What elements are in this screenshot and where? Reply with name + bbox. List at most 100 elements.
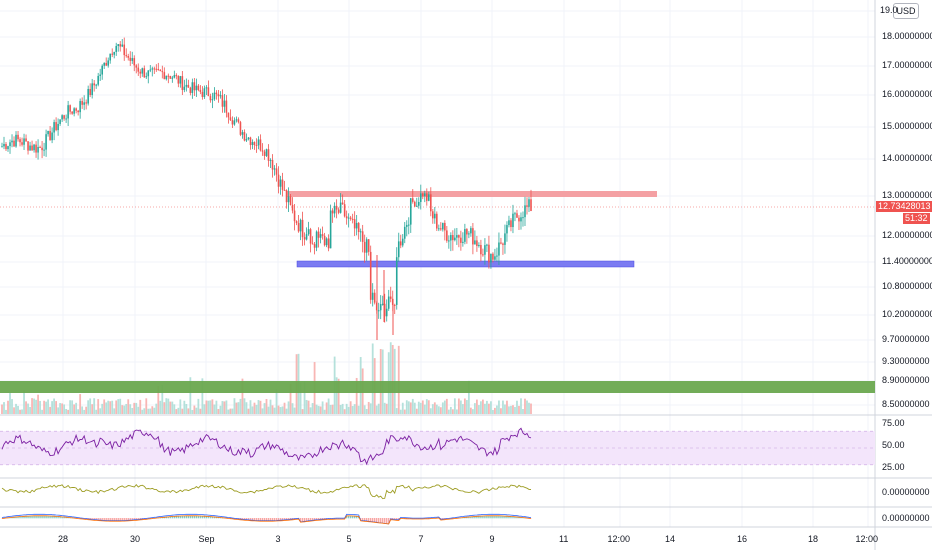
volume-bar bbox=[27, 403, 29, 414]
candle bbox=[249, 137, 252, 146]
volume-bar bbox=[437, 406, 440, 414]
volume-bar bbox=[87, 400, 90, 414]
candle bbox=[229, 117, 232, 121]
currency-button[interactable]: USD bbox=[893, 3, 919, 19]
candle bbox=[383, 303, 386, 317]
macd-bar bbox=[205, 516, 208, 519]
volume-bar bbox=[504, 404, 506, 414]
candle bbox=[87, 88, 89, 104]
candle bbox=[259, 139, 262, 151]
volume-bar bbox=[265, 399, 268, 414]
candle bbox=[99, 74, 101, 76]
rsi-tick-label: 50.00 bbox=[882, 440, 905, 450]
volume-bar bbox=[389, 342, 392, 414]
time-tick-label: 5 bbox=[346, 534, 352, 544]
candle bbox=[231, 120, 234, 125]
time-tick-label: 18 bbox=[808, 534, 819, 544]
candle bbox=[289, 196, 292, 205]
volume-bar bbox=[397, 345, 400, 414]
macd-bar bbox=[378, 518, 380, 523]
volume-bar bbox=[119, 398, 122, 414]
candle bbox=[5, 143, 7, 150]
macd-bar bbox=[506, 515, 508, 519]
volume-bar bbox=[17, 405, 19, 414]
volume-bar bbox=[435, 404, 438, 414]
volume-bar bbox=[299, 382, 302, 414]
volume-bar bbox=[403, 409, 406, 414]
macd-bar bbox=[45, 515, 47, 519]
volume-bar bbox=[327, 398, 330, 414]
macd-line bbox=[1, 513, 532, 525]
volume-bar bbox=[425, 399, 428, 414]
rsi-line bbox=[1, 427, 532, 466]
volume-bar bbox=[51, 401, 53, 414]
volume-bar bbox=[47, 399, 49, 414]
oscillator-tick-label: 0.00000000 bbox=[882, 487, 930, 497]
volume-bar bbox=[443, 400, 446, 414]
candle bbox=[23, 138, 25, 145]
candle bbox=[237, 119, 240, 123]
candle bbox=[492, 253, 494, 260]
candle bbox=[165, 75, 168, 80]
candle bbox=[482, 254, 484, 256]
volume-bar bbox=[161, 385, 164, 414]
volume-bar bbox=[453, 398, 456, 414]
macd-bar bbox=[251, 518, 254, 521]
candle bbox=[526, 205, 528, 207]
candle bbox=[245, 139, 248, 141]
volume-bar bbox=[345, 403, 348, 414]
candle bbox=[17, 134, 19, 140]
volume-bar bbox=[151, 406, 154, 414]
candle bbox=[444, 222, 446, 231]
countdown-label: 51:32 bbox=[903, 213, 930, 224]
volume-bar bbox=[19, 409, 21, 414]
macd-bar bbox=[269, 518, 272, 521]
candle bbox=[359, 231, 362, 233]
macd-bar bbox=[502, 515, 504, 519]
candle bbox=[159, 70, 162, 72]
current-price-label: 12.73428013 bbox=[876, 201, 932, 212]
macd-bar bbox=[189, 515, 192, 519]
candle bbox=[524, 205, 526, 218]
candle bbox=[251, 142, 254, 146]
candle bbox=[315, 231, 318, 248]
candle bbox=[367, 239, 370, 252]
candle bbox=[271, 159, 274, 170]
volume-bar bbox=[57, 407, 60, 414]
candle bbox=[293, 210, 296, 222]
candle bbox=[39, 146, 41, 148]
candle bbox=[327, 238, 330, 249]
macd-bar bbox=[15, 516, 17, 519]
volume-bar bbox=[23, 390, 25, 414]
candle bbox=[381, 303, 384, 305]
candle bbox=[113, 51, 116, 55]
volume-bar bbox=[279, 407, 282, 414]
candle bbox=[387, 296, 390, 309]
volume-bar bbox=[317, 405, 320, 414]
macd-bar bbox=[265, 518, 268, 521]
macd-bar bbox=[398, 518, 400, 521]
macd-bar bbox=[504, 515, 506, 519]
volume-bar bbox=[45, 401, 47, 414]
candle bbox=[143, 68, 146, 78]
macd-bar bbox=[109, 518, 111, 521]
volume-bar bbox=[255, 404, 258, 414]
volume-bar bbox=[1, 404, 3, 414]
candle bbox=[502, 243, 504, 245]
time-tick-label: Sep bbox=[198, 534, 215, 544]
candle bbox=[253, 142, 256, 146]
macd-bar bbox=[257, 518, 260, 521]
time-tick-label: 30 bbox=[130, 534, 141, 544]
macd-bar bbox=[125, 518, 127, 521]
candle bbox=[399, 241, 402, 246]
candle bbox=[403, 226, 406, 239]
volume-bar bbox=[109, 401, 112, 414]
candle bbox=[363, 241, 366, 253]
volume-bar bbox=[89, 398, 92, 414]
volume-bar bbox=[303, 381, 306, 414]
volume-bar bbox=[79, 394, 82, 414]
macd-bar bbox=[175, 515, 178, 519]
macd-bar bbox=[41, 515, 43, 519]
candle bbox=[411, 198, 414, 202]
